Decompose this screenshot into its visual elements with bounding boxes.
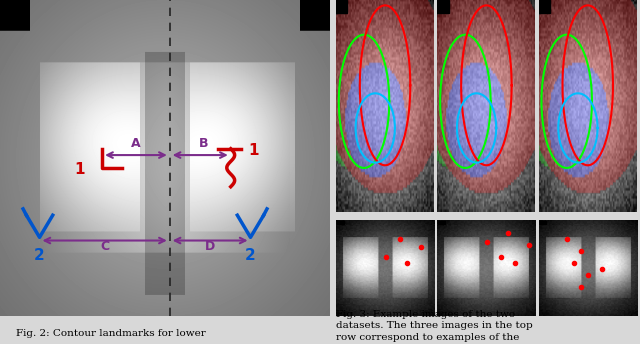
- Bar: [336, 0, 348, 13]
- Bar: [437, 0, 449, 13]
- Text: 1: 1: [248, 143, 259, 158]
- Text: Fig. 3: Example images of the two
datasets. The three images in the top
row corr: Fig. 3: Example images of the two datase…: [336, 310, 536, 344]
- Text: 2: 2: [34, 248, 45, 262]
- Bar: [337, 221, 344, 224]
- Text: A: A: [131, 137, 141, 150]
- Bar: [540, 221, 547, 224]
- Text: Fig. 2: Contour landmarks for lower: Fig. 2: Contour landmarks for lower: [17, 329, 206, 338]
- Text: B: B: [199, 137, 208, 150]
- Bar: [438, 221, 445, 224]
- Text: C: C: [100, 240, 109, 253]
- Text: 1: 1: [74, 162, 84, 177]
- Text: D: D: [205, 240, 215, 253]
- Text: 2: 2: [245, 248, 256, 262]
- Bar: [539, 0, 550, 13]
